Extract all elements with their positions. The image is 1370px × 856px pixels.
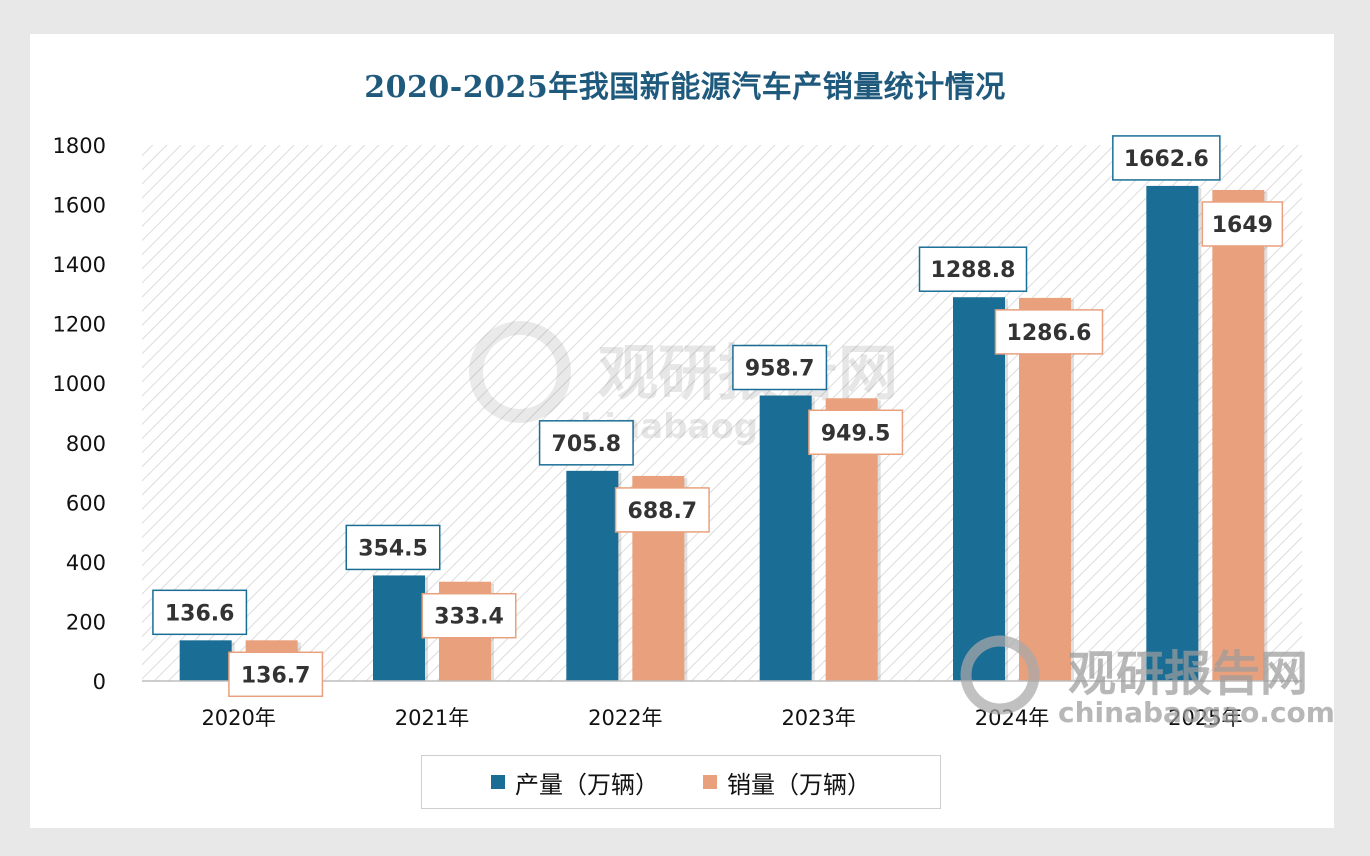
x-category-label: 2020年 <box>201 706 275 730</box>
data-label-production: 705.8 <box>552 432 622 457</box>
watermark-corner-logo-icon <box>960 635 1040 715</box>
legend-item-production: 产量（万辆） <box>491 765 659 800</box>
data-label-production: 136.6 <box>165 601 235 626</box>
data-label-production: 1288.8 <box>931 258 1016 283</box>
data-label-sales: 1286.6 <box>1007 321 1092 346</box>
y-tick-label: 1000 <box>53 372 106 396</box>
y-tick-label: 0 <box>93 670 106 694</box>
y-tick-label: 1200 <box>53 313 106 337</box>
data-label-production: 1662.6 <box>1124 147 1209 172</box>
data-label-production: 354.5 <box>358 536 428 561</box>
data-label-box-production <box>918 246 1028 292</box>
legend: 产量（万辆） 销量（万辆） <box>421 755 941 809</box>
x-category-label: 2021年 <box>395 706 469 730</box>
watermark-corner-name: 观研报告网 <box>1068 646 1308 702</box>
y-tick-label: 800 <box>66 432 106 456</box>
data-label-sales: 949.5 <box>821 421 891 446</box>
watermark-logo-icon <box>469 321 571 423</box>
data-label-box-sales <box>614 487 710 533</box>
bar-production <box>759 395 812 681</box>
legend-swatch-production <box>491 775 505 789</box>
x-category-label: 2023年 <box>781 706 855 730</box>
watermark-corner-domain: chinabaogao.com <box>1058 696 1335 729</box>
data-label-sales: 688.7 <box>628 499 698 524</box>
x-category-label: 2025年 <box>1168 706 1242 730</box>
data-label-sales: 333.4 <box>434 605 504 630</box>
bar-sales <box>1019 297 1071 681</box>
data-label-box-sales <box>994 309 1104 355</box>
data-label-box-production <box>345 524 441 571</box>
data-label-sales: 1649 <box>1212 213 1273 238</box>
bar-production <box>953 297 1005 681</box>
data-label-box-production <box>1112 135 1221 181</box>
y-tick-label: 1600 <box>53 194 106 218</box>
chart-title: 2020-2025年我国新能源汽车产销量统计情况 <box>364 70 1006 105</box>
data-label-production: 958.7 <box>745 357 815 382</box>
bar-sales <box>1212 189 1265 681</box>
data-label-sales: 136.7 <box>241 663 311 688</box>
plot-area-background <box>142 145 1302 681</box>
data-label-box-production <box>152 589 248 636</box>
watermark-corner: 观研报告网 chinabaogao.com <box>960 635 1335 729</box>
bar-production <box>179 640 232 681</box>
y-tick-label: 1800 <box>53 134 106 158</box>
legend-label-production: 产量（万辆） <box>515 770 659 799</box>
bar-production <box>1146 185 1199 681</box>
x-category-label: 2022年 <box>588 706 662 730</box>
data-label-box-production <box>538 420 634 466</box>
legend-swatch-sales <box>703 775 717 789</box>
y-tick-label: 200 <box>66 610 106 634</box>
legend-item-sales: 销量（万辆） <box>703 765 871 800</box>
bar-production <box>373 575 425 681</box>
bar-production <box>566 470 619 681</box>
data-label-box-sales <box>421 592 517 639</box>
y-tick-label: 1400 <box>53 253 106 277</box>
data-label-box-sales <box>808 409 904 456</box>
data-label-box-sales <box>1201 201 1284 247</box>
y-tick-label: 600 <box>66 491 106 515</box>
y-tick-label: 400 <box>66 551 106 575</box>
legend-label-sales: 销量（万辆） <box>727 770 871 799</box>
data-label-box-production <box>732 344 828 391</box>
data-label-box-sales <box>228 651 324 698</box>
